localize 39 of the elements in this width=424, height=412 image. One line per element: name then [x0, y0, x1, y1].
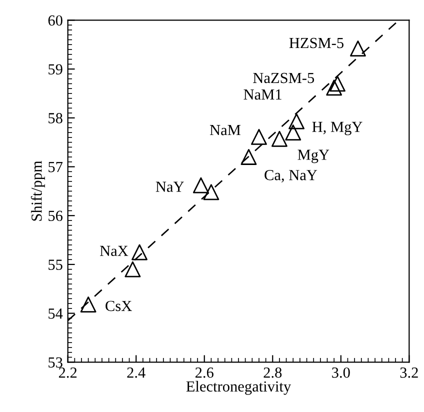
y-tick-label: 60: [48, 15, 62, 26]
x-axis-title: Electronegativity: [186, 380, 292, 395]
annotation: HZSM-5: [289, 38, 344, 48]
annotation: NaX: [100, 246, 128, 256]
annotation: NaZSM-5: [253, 72, 314, 84]
annotation: NaM1: [244, 89, 282, 100]
y-tick-label: 56: [48, 210, 63, 222]
point: [251, 128, 267, 145]
x-tick-label: 2.2: [58, 367, 77, 378]
y-tick-label: 59: [48, 64, 62, 74]
point: [240, 148, 257, 165]
point: [288, 113, 305, 130]
annotation: MgY: [298, 150, 330, 164]
annotation: Ca, NaY: [264, 170, 318, 182]
x-tick-label: 2.8: [264, 367, 282, 378]
point: [132, 244, 148, 260]
point: [203, 184, 220, 200]
x-tick-label: 3.2: [400, 367, 418, 378]
annotation: NaM: [210, 125, 240, 136]
point: [80, 296, 96, 312]
y-tick-label: 57: [48, 162, 63, 172]
annotation: CsX: [106, 300, 132, 312]
x-tick-label: 2.6: [195, 367, 214, 378]
y-tick-label: 55: [48, 260, 62, 270]
x-tick-label: 3.0: [332, 367, 350, 378]
point: [326, 80, 342, 96]
point: [192, 177, 209, 194]
point: [271, 130, 288, 147]
point: [330, 76, 346, 92]
point: [285, 124, 302, 141]
y-tick-label: 53: [48, 357, 62, 368]
point: [350, 40, 366, 56]
y-axis-title: Shift/ppm: [30, 160, 45, 221]
annotation: H, MgY: [312, 122, 362, 136]
y-tick-label: 54: [48, 308, 63, 319]
annotation: NaY: [156, 182, 184, 192]
y-tick-label: 58: [48, 113, 62, 124]
point: [124, 261, 141, 278]
x-tick-label: 2.4: [127, 367, 146, 378]
